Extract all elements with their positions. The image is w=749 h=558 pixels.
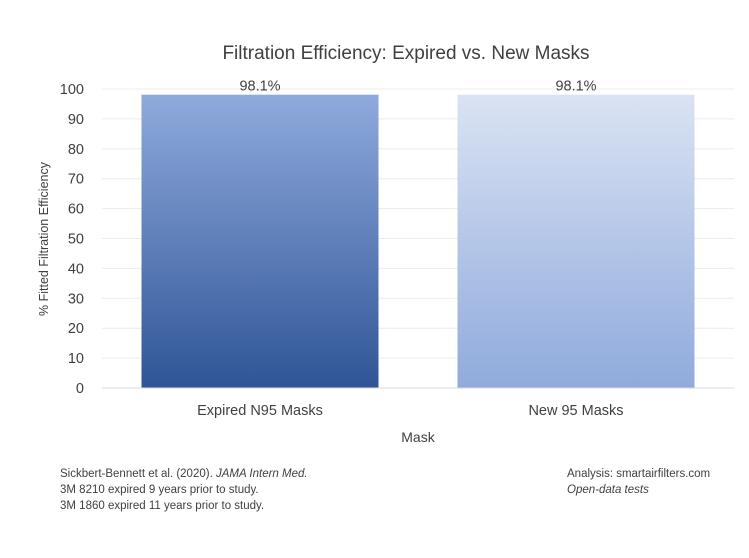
bar-new-95: [457, 94, 695, 388]
chart-title: Filtration Efficiency: Expired vs. New M…: [222, 43, 589, 64]
y-tick-label: 70: [68, 172, 84, 188]
data-label: 98.1%: [239, 79, 280, 95]
citation-line: Sickbert-Bennett et al. (2020). JAMA Int…: [60, 466, 308, 482]
expiry-note-1860: 3M 1860 expired 11 years prior to study.: [60, 500, 265, 512]
data-labels: 98.1% 98.1%: [239, 79, 596, 95]
x-tick-label: Expired N95 Masks: [197, 403, 323, 419]
bars: [141, 94, 695, 388]
citation-block: Sickbert-Bennett et al. (2020). JAMA Int…: [60, 466, 308, 514]
x-tick-label: New 95 Masks: [528, 403, 623, 419]
y-tick-label: 90: [68, 112, 84, 128]
y-tick-label: 80: [68, 142, 84, 158]
expiry-note-8210: 3M 8210 expired 9 years prior to study.: [60, 484, 259, 496]
x-axis-ticks: Expired N95 Masks New 95 Masks: [197, 403, 623, 419]
y-tick-label: 20: [68, 321, 84, 337]
data-label: 98.1%: [555, 79, 596, 95]
y-tick-label: 10: [68, 351, 84, 367]
x-axis-label: Mask: [401, 429, 435, 445]
analysis-credit: Analysis: smartairfilters.com: [567, 468, 711, 480]
analysis-credit-block: Analysis: smartairfilters.com Open-data …: [567, 466, 710, 498]
y-tick-label: 50: [68, 232, 84, 248]
y-tick-label: 40: [68, 261, 84, 277]
y-axis-label: % Fitted Filtration Efficiency: [37, 161, 51, 316]
bar-expired-n95: [141, 94, 379, 388]
y-tick-label: 60: [68, 202, 84, 218]
y-tick-label: 100: [60, 82, 84, 98]
y-tick-label: 30: [68, 291, 84, 307]
y-tick-label: 0: [76, 381, 84, 397]
citation-journal: JAMA Intern Med.: [215, 468, 308, 480]
data-source: Open-data tests: [567, 484, 649, 496]
y-axis-ticks: 0 10 20 30 40 50 60 70 80 90 100: [60, 82, 84, 397]
citation-authors: Sickbert-Bennett et al. (2020).: [60, 468, 216, 480]
